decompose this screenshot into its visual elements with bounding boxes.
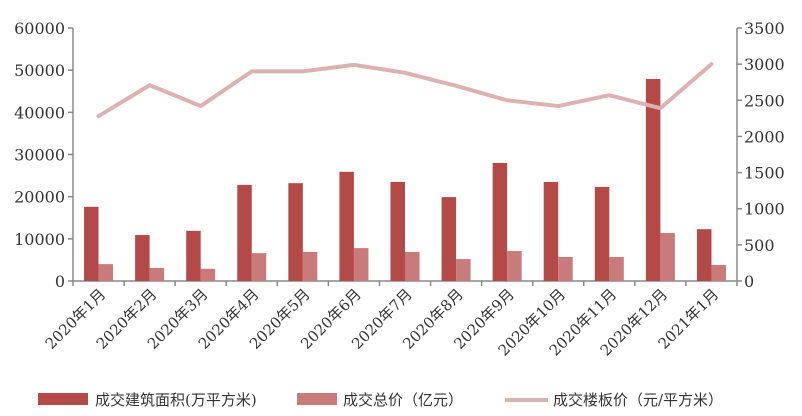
legend-label-area: 成交建筑面积(万平方米): [95, 391, 257, 409]
left-axis-tick-label: 40000: [14, 103, 65, 122]
left-axis-tick-label: 30000: [14, 146, 65, 165]
total-price-bar: [149, 267, 165, 281]
total-price-bar: [711, 264, 726, 281]
total-price-bar: [405, 251, 420, 281]
area-bar: [594, 186, 610, 281]
total-price-bar: [507, 251, 522, 281]
left-axis-tick-label: 60000: [14, 19, 65, 38]
total-price-bar: [200, 268, 216, 281]
total-price-bar: [302, 251, 318, 281]
right-axis-tick-label: 500: [744, 236, 775, 255]
area-bar: [543, 181, 559, 281]
right-axis-tick-label: 3000: [744, 55, 785, 74]
total-price-bar: [456, 259, 471, 281]
area-bar: [696, 229, 712, 281]
area-bar: [492, 162, 508, 281]
right-axis-tick-label: 0: [744, 272, 754, 291]
left-axis-tick-label: 10000: [14, 230, 65, 249]
total-price-bar: [609, 256, 624, 281]
right-axis-tick-label: 2000: [744, 127, 785, 146]
legend-swatch-total-price: [297, 393, 337, 405]
right-axis-tick-label: 2500: [744, 91, 785, 110]
right-axis-tick-label: 1500: [744, 164, 785, 183]
left-axis-tick-label: 50000: [14, 61, 65, 80]
legend-swatch-area: [38, 393, 88, 405]
left-axis-tick-label: 0: [55, 272, 65, 291]
area-bar: [186, 230, 201, 281]
left-axis-tick-label: 20000: [14, 188, 65, 207]
legend-label-floor-price: 成交楼板价（元/平方米）: [553, 391, 723, 409]
floor-price-line: [96, 62, 714, 119]
right-axis-tick-label: 1000: [744, 200, 785, 219]
area-bar: [84, 206, 99, 281]
area-bar: [237, 184, 252, 281]
area-bar: [288, 183, 303, 281]
area-bar: [645, 79, 661, 281]
total-price-bar: [558, 256, 573, 281]
total-price-bar: [251, 253, 267, 281]
area-bar: [441, 197, 457, 281]
right-axis-tick-label: 3500: [744, 19, 785, 38]
area-bar: [339, 171, 354, 281]
total-price-bar: [660, 232, 675, 281]
total-price-bar: [353, 248, 369, 281]
area-bar: [135, 235, 150, 281]
total-price-bar: [98, 264, 114, 281]
legend-label-total-price: 成交总价（亿元）: [343, 391, 463, 409]
area-bar: [390, 181, 405, 281]
